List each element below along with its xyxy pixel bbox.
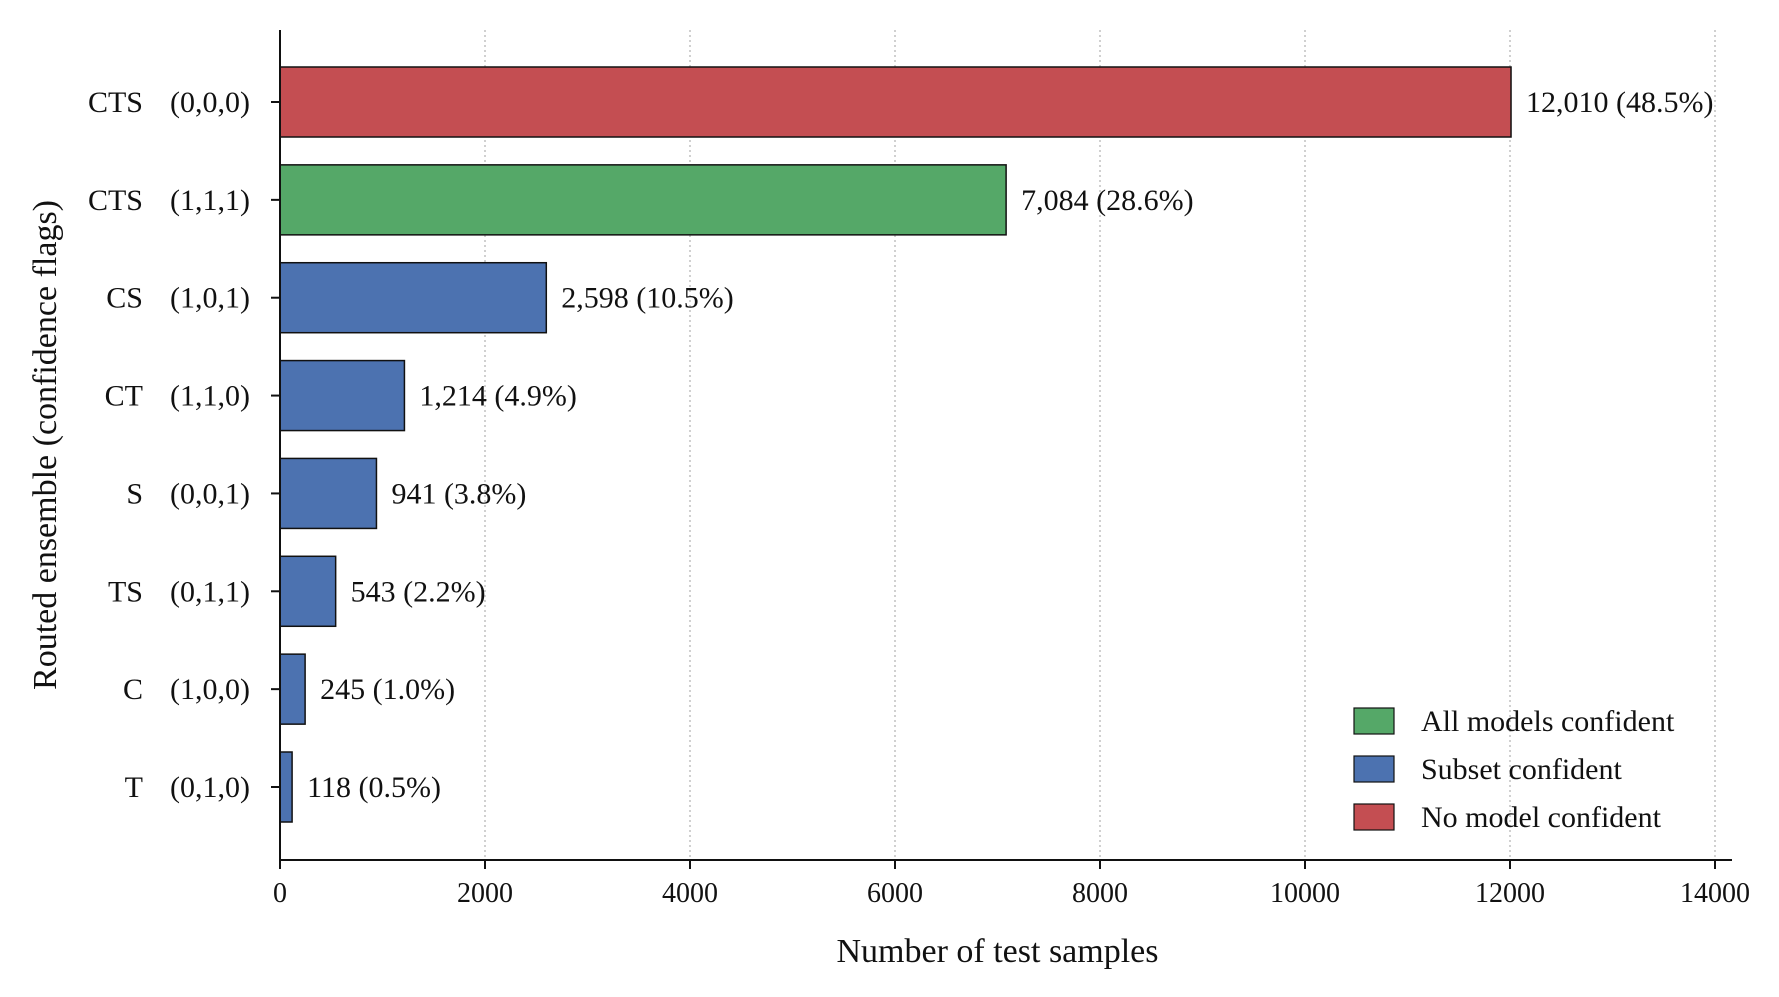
y-tick-label-name: CS bbox=[106, 282, 143, 315]
bar-value-label: 543 (2.2%) bbox=[351, 575, 486, 608]
x-tick-label: 6000 bbox=[867, 878, 923, 909]
bar bbox=[279, 751, 293, 823]
y-tick-label-flags: (0,1,0) bbox=[170, 771, 250, 804]
x-tick-label: 0 bbox=[273, 878, 287, 909]
y-tick-label-name: TS bbox=[108, 575, 143, 608]
x-tick-label: 4000 bbox=[662, 878, 718, 909]
bar-value-label: 245 (1.0%) bbox=[320, 673, 455, 706]
y-tick-label-flags: (1,1,0) bbox=[170, 380, 250, 413]
legend-label: No model confident bbox=[1421, 801, 1662, 834]
x-tick-label: 12000 bbox=[1475, 878, 1545, 909]
legend-swatch bbox=[1353, 755, 1395, 783]
y-tick-label-flags: (0,1,1) bbox=[170, 575, 250, 608]
bar-value-label: 1,214 (4.9%) bbox=[419, 380, 576, 413]
y-tick-label-name: CTS bbox=[88, 184, 143, 217]
value-labels: 12,010 (48.5%) 7,084 (28.6%) 2,598 (10.5%)… bbox=[307, 86, 1713, 804]
y-tick-label-name: T bbox=[125, 771, 143, 804]
y-tick-label-name: S bbox=[126, 477, 143, 510]
bar bbox=[279, 653, 306, 725]
gridlines bbox=[484, 30, 1716, 860]
x-ticks: 0 2000 4000 6000 8000 10000 12000 14000 bbox=[273, 860, 1750, 909]
legend-swatch bbox=[1353, 803, 1395, 831]
bar bbox=[279, 555, 337, 628]
x-axis-title: Number of test samples bbox=[837, 933, 1159, 970]
bar-value-label: 7,084 (28.6%) bbox=[1021, 184, 1193, 217]
bar bbox=[279, 66, 1512, 138]
bar bbox=[279, 261, 548, 334]
y-tick-label-name: CTS bbox=[88, 86, 143, 119]
legend-label: All models confident bbox=[1421, 705, 1675, 738]
y-tick-label-flags: (1,1,1) bbox=[170, 184, 250, 217]
bar-value-label: 12,010 (48.5%) bbox=[1526, 86, 1713, 119]
bar bbox=[279, 164, 1007, 236]
x-tick-label: 8000 bbox=[1072, 878, 1128, 909]
bars bbox=[279, 66, 1512, 823]
bar bbox=[279, 457, 378, 530]
bar-value-label: 941 (3.8%) bbox=[391, 477, 526, 510]
bar bbox=[279, 359, 406, 432]
y-tick-label-name: CT bbox=[105, 380, 143, 413]
y-tick-label-name: C bbox=[123, 673, 143, 706]
x-tick-label: 2000 bbox=[457, 878, 513, 909]
y-tick-label-flags: (1,0,1) bbox=[170, 282, 250, 315]
x-tick-label: 10000 bbox=[1270, 878, 1340, 909]
legend-label: Subset confident bbox=[1421, 753, 1622, 786]
y-ticks: CTS (0,0,0)CTS (1,1,1)CS (1,0,1)CT (1,1,0)S(… bbox=[88, 86, 280, 804]
legend-swatch bbox=[1353, 707, 1395, 735]
x-tick-label: 14000 bbox=[1680, 878, 1750, 909]
legend: All models confident Subset confident No m… bbox=[1353, 705, 1675, 834]
bar-value-label: 118 (0.5%) bbox=[307, 771, 441, 804]
axes bbox=[279, 30, 1732, 861]
y-tick-label-flags: (0,0,0) bbox=[170, 86, 250, 119]
y-tick-label-flags: (0,0,1) bbox=[170, 477, 250, 510]
y-axis-title: Routed ensemble (confidence flags) bbox=[27, 200, 64, 690]
y-tick-label-flags: (1,0,0) bbox=[170, 673, 250, 706]
bar-value-label: 2,598 (10.5%) bbox=[561, 282, 733, 315]
